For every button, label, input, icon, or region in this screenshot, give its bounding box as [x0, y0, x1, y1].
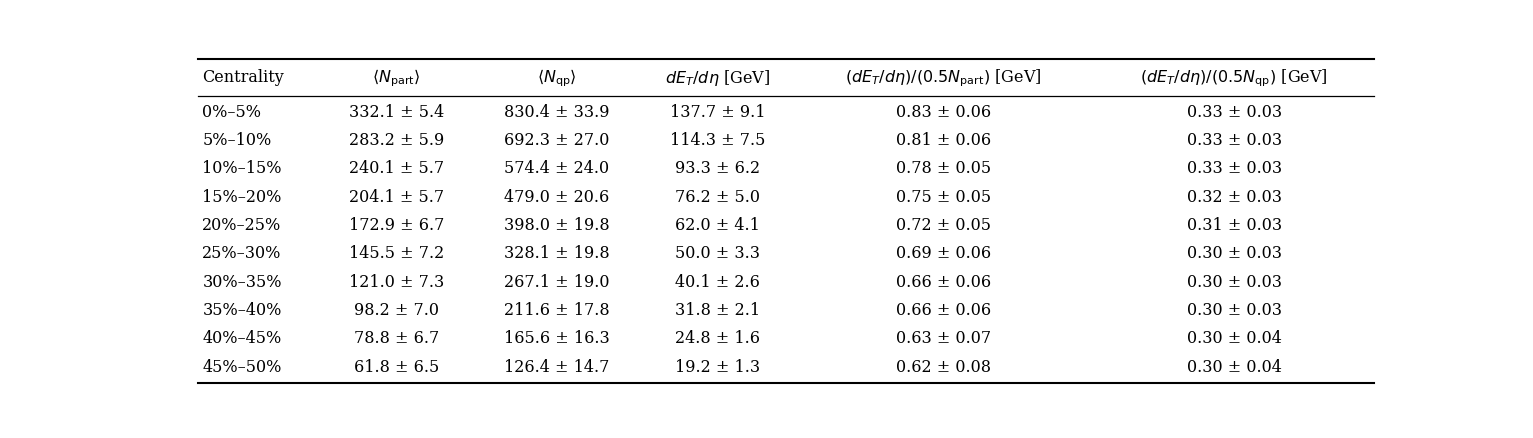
Text: 25%–30%: 25%–30% — [202, 245, 282, 262]
Text: Centrality: Centrality — [202, 69, 284, 86]
Text: 0.66 ± 0.06: 0.66 ± 0.06 — [895, 274, 990, 291]
Text: $dE_T/d\eta$ [GeV]: $dE_T/d\eta$ [GeV] — [665, 68, 770, 88]
Text: 0.32 ± 0.03: 0.32 ± 0.03 — [1187, 189, 1282, 206]
Text: 0.69 ± 0.06: 0.69 ± 0.06 — [895, 245, 990, 262]
Text: 479.0 ± 20.6: 479.0 ± 20.6 — [504, 189, 610, 206]
Text: 0.66 ± 0.06: 0.66 ± 0.06 — [895, 302, 990, 319]
Text: 62.0 ± 4.1: 62.0 ± 4.1 — [675, 217, 760, 234]
Text: 267.1 ± 19.0: 267.1 ± 19.0 — [504, 274, 610, 291]
Text: 0.31 ± 0.03: 0.31 ± 0.03 — [1187, 217, 1282, 234]
Text: $(dE_T/d\eta)/(0.5N_{\mathrm{qp}})$ [GeV]: $(dE_T/d\eta)/(0.5N_{\mathrm{qp}})$ [GeV… — [1141, 67, 1328, 88]
Text: 172.9 ± 6.7: 172.9 ± 6.7 — [350, 217, 445, 234]
Text: 40%–45%: 40%–45% — [202, 330, 282, 347]
Text: 0.30 ± 0.04: 0.30 ± 0.04 — [1187, 359, 1282, 376]
Text: 0%–5%: 0%–5% — [202, 104, 261, 121]
Text: 126.4 ± 14.7: 126.4 ± 14.7 — [504, 359, 610, 376]
Text: 93.3 ± 6.2: 93.3 ± 6.2 — [675, 160, 760, 177]
Text: 0.62 ± 0.08: 0.62 ± 0.08 — [895, 359, 990, 376]
Text: 5%–10%: 5%–10% — [202, 132, 271, 149]
Text: 0.30 ± 0.03: 0.30 ± 0.03 — [1187, 274, 1282, 291]
Text: 830.4 ± 33.9: 830.4 ± 33.9 — [504, 104, 610, 121]
Text: 45%–50%: 45%–50% — [202, 359, 282, 376]
Text: 204.1 ± 5.7: 204.1 ± 5.7 — [350, 189, 445, 206]
Text: 40.1 ± 2.6: 40.1 ± 2.6 — [675, 274, 760, 291]
Text: 165.6 ± 16.3: 165.6 ± 16.3 — [504, 330, 610, 347]
Text: 0.33 ± 0.03: 0.33 ± 0.03 — [1187, 104, 1282, 121]
Text: 0.78 ± 0.05: 0.78 ± 0.05 — [895, 160, 990, 177]
Text: 78.8 ± 6.7: 78.8 ± 6.7 — [354, 330, 438, 347]
Text: 30%–35%: 30%–35% — [202, 274, 282, 291]
Text: 0.75 ± 0.05: 0.75 ± 0.05 — [895, 189, 990, 206]
Text: 0.72 ± 0.05: 0.72 ± 0.05 — [895, 217, 990, 234]
Text: 0.30 ± 0.03: 0.30 ± 0.03 — [1187, 302, 1282, 319]
Text: 61.8 ± 6.5: 61.8 ± 6.5 — [354, 359, 438, 376]
Text: 24.8 ± 1.6: 24.8 ± 1.6 — [675, 330, 760, 347]
Text: 35%–40%: 35%–40% — [202, 302, 282, 319]
Text: 15%–20%: 15%–20% — [202, 189, 282, 206]
Text: 0.33 ± 0.03: 0.33 ± 0.03 — [1187, 132, 1282, 149]
Text: 0.30 ± 0.03: 0.30 ± 0.03 — [1187, 245, 1282, 262]
Text: 19.2 ± 1.3: 19.2 ± 1.3 — [675, 359, 760, 376]
Text: 0.83 ± 0.06: 0.83 ± 0.06 — [895, 104, 990, 121]
Text: $\langle N_{\mathrm{qp}} \rangle$: $\langle N_{\mathrm{qp}} \rangle$ — [537, 67, 576, 88]
Text: 0.33 ± 0.03: 0.33 ± 0.03 — [1187, 160, 1282, 177]
Text: 211.6 ± 17.8: 211.6 ± 17.8 — [504, 302, 610, 319]
Text: 145.5 ± 7.2: 145.5 ± 7.2 — [350, 245, 445, 262]
Text: $\langle N_{\mathrm{part}} \rangle$: $\langle N_{\mathrm{part}} \rangle$ — [373, 67, 420, 88]
Text: 76.2 ± 5.0: 76.2 ± 5.0 — [675, 189, 760, 206]
Text: 121.0 ± 7.3: 121.0 ± 7.3 — [350, 274, 445, 291]
Text: $(dE_T/d\eta)/(0.5N_{\mathrm{part}})$ [GeV]: $(dE_T/d\eta)/(0.5N_{\mathrm{part}})$ [G… — [845, 67, 1041, 88]
Text: 114.3 ± 7.5: 114.3 ± 7.5 — [670, 132, 765, 149]
Text: 328.1 ± 19.8: 328.1 ± 19.8 — [504, 245, 610, 262]
Text: 10%–15%: 10%–15% — [202, 160, 282, 177]
Text: 20%–25%: 20%–25% — [202, 217, 282, 234]
Text: 31.8 ± 2.1: 31.8 ± 2.1 — [675, 302, 760, 319]
Text: 0.81 ± 0.06: 0.81 ± 0.06 — [895, 132, 990, 149]
Text: 50.0 ± 3.3: 50.0 ± 3.3 — [675, 245, 760, 262]
Text: 98.2 ± 7.0: 98.2 ± 7.0 — [354, 302, 438, 319]
Text: 0.30 ± 0.04: 0.30 ± 0.04 — [1187, 330, 1282, 347]
Text: 240.1 ± 5.7: 240.1 ± 5.7 — [350, 160, 445, 177]
Text: 137.7 ± 9.1: 137.7 ± 9.1 — [670, 104, 765, 121]
Text: 283.2 ± 5.9: 283.2 ± 5.9 — [350, 132, 445, 149]
Text: 398.0 ± 19.8: 398.0 ± 19.8 — [504, 217, 610, 234]
Text: 574.4 ± 24.0: 574.4 ± 24.0 — [504, 160, 610, 177]
Text: 332.1 ± 5.4: 332.1 ± 5.4 — [350, 104, 445, 121]
Text: 692.3 ± 27.0: 692.3 ± 27.0 — [504, 132, 610, 149]
Text: 0.63 ± 0.07: 0.63 ± 0.07 — [895, 330, 990, 347]
